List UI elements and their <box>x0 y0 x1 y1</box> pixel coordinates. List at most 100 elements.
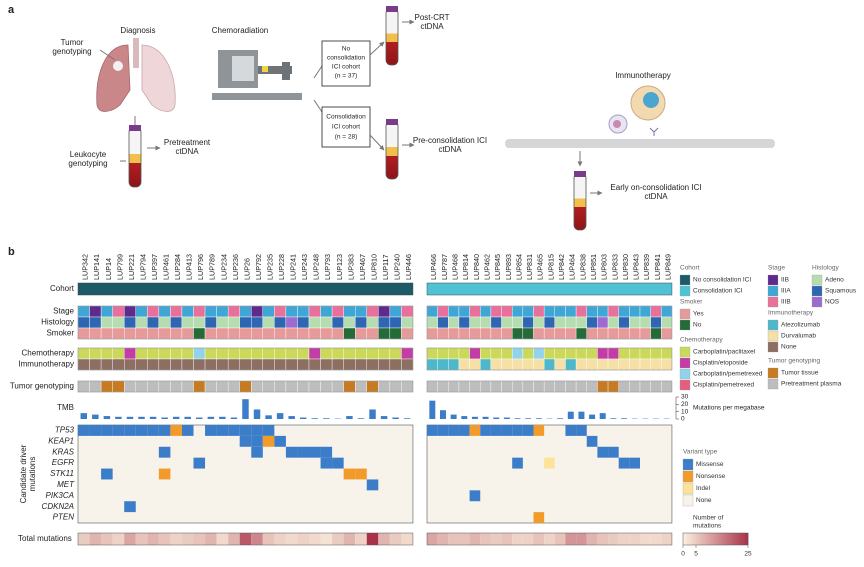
tick-label: 25 <box>744 551 752 558</box>
axis-label: Mutations per megabase <box>693 405 765 412</box>
tick-label: 0 <box>681 416 685 423</box>
sample-id: LUP467 <box>358 254 367 280</box>
total-cell <box>228 533 240 545</box>
sample-id: LUP228 <box>277 254 286 280</box>
chemotherapy-cell <box>533 347 545 360</box>
chemotherapy-cell <box>401 347 414 360</box>
smoker-cell <box>512 327 524 340</box>
total-cell <box>355 533 367 545</box>
immunotherapy-cell <box>216 358 229 371</box>
chemotherapy-cell <box>227 347 240 360</box>
immunotherapy-cell <box>512 358 524 371</box>
chemotherapy-cell <box>543 347 556 360</box>
connector <box>313 99 323 113</box>
tumor_genotyping-cell <box>565 380 577 393</box>
total-cell <box>332 533 344 545</box>
label: Diagnosis <box>120 26 155 35</box>
chemotherapy-cell <box>607 347 619 360</box>
immunotherapy-cell <box>618 358 630 371</box>
label: Immunotherapy <box>615 71 671 80</box>
mutation-cell <box>320 457 333 469</box>
histology-cell <box>135 316 148 329</box>
sample-id: LUP831 <box>525 254 534 280</box>
mutation-cell <box>135 425 148 436</box>
label-line: Post-CRT <box>415 13 450 22</box>
mutation-cell <box>469 425 481 436</box>
gene-label: PIK3CA <box>46 491 74 500</box>
legend-swatch <box>767 330 779 342</box>
total-cell <box>469 533 481 545</box>
chemotherapy-cell <box>158 347 171 360</box>
mutation-cell <box>355 468 367 480</box>
smoker-cell <box>469 327 481 340</box>
legend-swatch <box>679 368 691 380</box>
sample-id: LUP789 <box>208 254 217 280</box>
total-cell <box>216 533 229 545</box>
total-cell <box>239 533 252 545</box>
panel-label: b <box>8 246 15 258</box>
chemotherapy-cell <box>147 347 160 360</box>
smoker-cell <box>554 327 566 340</box>
histology-cell <box>204 316 217 329</box>
tmb-bar <box>621 418 628 419</box>
gene-label: TP53 <box>55 426 75 435</box>
label-line: ctDNA <box>420 22 444 31</box>
sample-id: LUP838 <box>578 254 587 280</box>
sample-id: LUP849 <box>664 254 673 280</box>
stage-cell <box>597 305 609 318</box>
tumor_genotyping-cell <box>458 380 470 393</box>
label: Cohort <box>50 284 75 293</box>
legend-label: Carboplatin/pemetrexed <box>693 371 763 378</box>
chemotherapy-cell <box>251 347 264 360</box>
label: Total mutations <box>18 534 72 543</box>
chemotherapy-cell <box>355 347 367 360</box>
total-cell <box>297 533 309 545</box>
histology-cell <box>366 316 379 329</box>
smoker-cell <box>650 327 662 340</box>
histology-cell <box>480 316 492 329</box>
smoker-cell <box>158 327 171 340</box>
legend-label: Missense <box>696 461 724 468</box>
histology-cell <box>618 316 630 329</box>
tumor_genotyping-cell <box>274 380 287 393</box>
legend-label: Tumor tissue <box>781 370 819 377</box>
legend-label: Cisplatin/etoposide <box>693 360 748 367</box>
mutation-cell <box>158 425 171 436</box>
sample-id: LUP814 <box>461 254 470 280</box>
total-cell <box>618 533 630 545</box>
tmb-bar <box>276 413 284 419</box>
legend-label: Cisplatin/pemetrexed <box>693 382 754 389</box>
legend-swatch <box>682 482 694 495</box>
track-frame <box>77 380 414 393</box>
scale-step <box>741 533 744 545</box>
chemotherapy-cell <box>501 347 513 360</box>
stage-cell <box>366 305 379 318</box>
immunotherapy-cell <box>355 358 367 371</box>
legend-title: Cohort <box>680 265 700 272</box>
total-cell <box>458 533 470 545</box>
immunotherapy-cell <box>77 358 90 371</box>
tumor_genotyping-cell <box>597 380 609 393</box>
tumor_genotyping-cell <box>543 380 556 393</box>
histology-cell <box>193 316 206 329</box>
smoker-cell <box>490 327 502 340</box>
smoker-cell <box>331 327 344 340</box>
mutation-cell <box>480 425 491 436</box>
tmb-bar <box>311 418 319 419</box>
sample-id: LUP240 <box>393 254 402 280</box>
stage-cell <box>331 305 344 318</box>
mutation-cell <box>458 425 470 436</box>
scale-step <box>713 533 716 545</box>
tmb-bar <box>161 417 168 419</box>
total-cell <box>501 533 513 545</box>
mutation-cell <box>158 468 171 480</box>
legend-swatch <box>811 296 823 308</box>
immunotherapy-cell <box>193 358 206 371</box>
stage-cell <box>216 305 229 318</box>
label-line: No <box>342 46 351 53</box>
chemotherapy-cell <box>661 347 673 360</box>
stage-cell <box>480 305 492 318</box>
track-frame <box>77 305 414 340</box>
stage-cell <box>355 305 367 318</box>
tmb-bar <box>242 399 249 419</box>
